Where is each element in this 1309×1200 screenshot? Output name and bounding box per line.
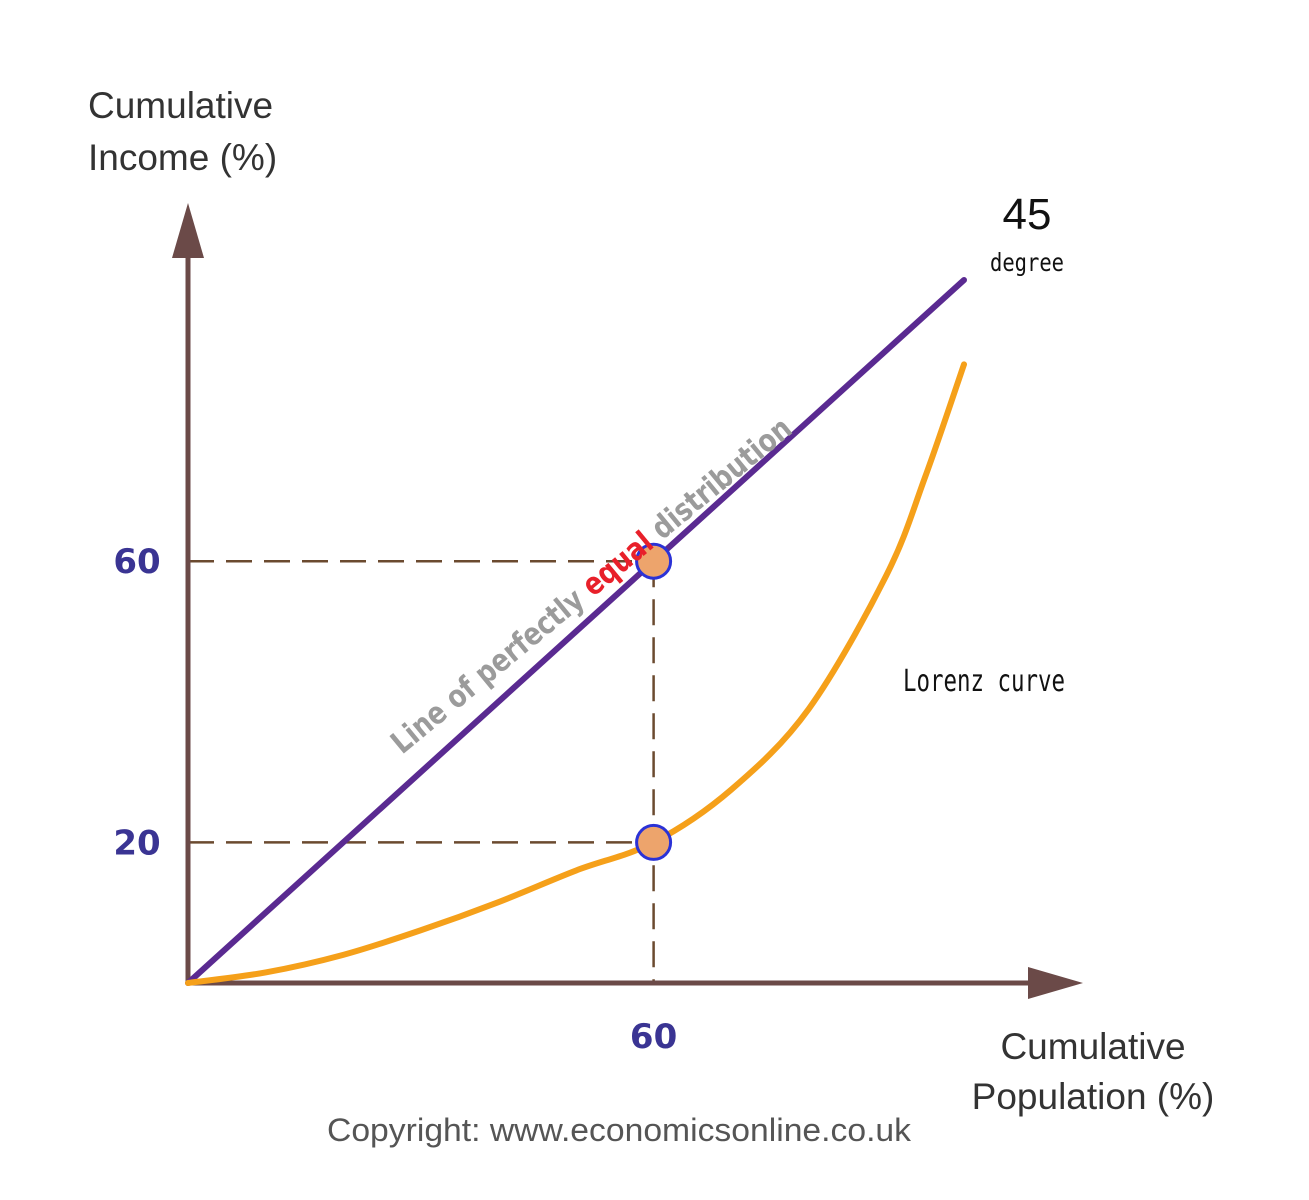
degree-number-annotation: 45 xyxy=(1003,190,1052,239)
lorenz-curve-label: Lorenz curve xyxy=(903,664,1065,699)
highlight-points xyxy=(635,542,673,861)
y-tick-label-60: 60 xyxy=(113,542,160,582)
x-axis-title-line-1: Cumulative xyxy=(1000,1026,1185,1067)
y-axis-title-line-1: Cumulative xyxy=(88,85,273,126)
y-tick-label-20: 20 xyxy=(113,823,160,863)
reference-lines xyxy=(188,559,655,983)
tick-labels: 60 20 60 xyxy=(113,542,677,1057)
x-axis-arrowhead xyxy=(1028,967,1083,999)
highlight-point-2 xyxy=(635,823,673,861)
equality-label-part-3: distribution xyxy=(638,410,800,552)
series-layer xyxy=(185,277,967,986)
x-axis-title-line-2: Population (%) xyxy=(972,1076,1215,1117)
highlight-point-1 xyxy=(635,542,673,580)
copyright-text: Copyright: www.economicsonline.co.uk xyxy=(327,1112,912,1148)
y-axis-title-line-2: Income (%) xyxy=(88,137,277,178)
y-axis-arrowhead xyxy=(172,203,204,258)
x-tick-label-60: 60 xyxy=(630,1017,677,1057)
equality-label-part-1: Line of perfectly xyxy=(384,576,598,761)
lorenz-curve-line xyxy=(185,361,967,986)
degree-word-annotation: degree xyxy=(990,248,1064,277)
equality-line xyxy=(185,277,967,986)
axes xyxy=(172,203,1083,999)
equality-line-label: Line of perfectly equal distribution xyxy=(384,410,799,761)
